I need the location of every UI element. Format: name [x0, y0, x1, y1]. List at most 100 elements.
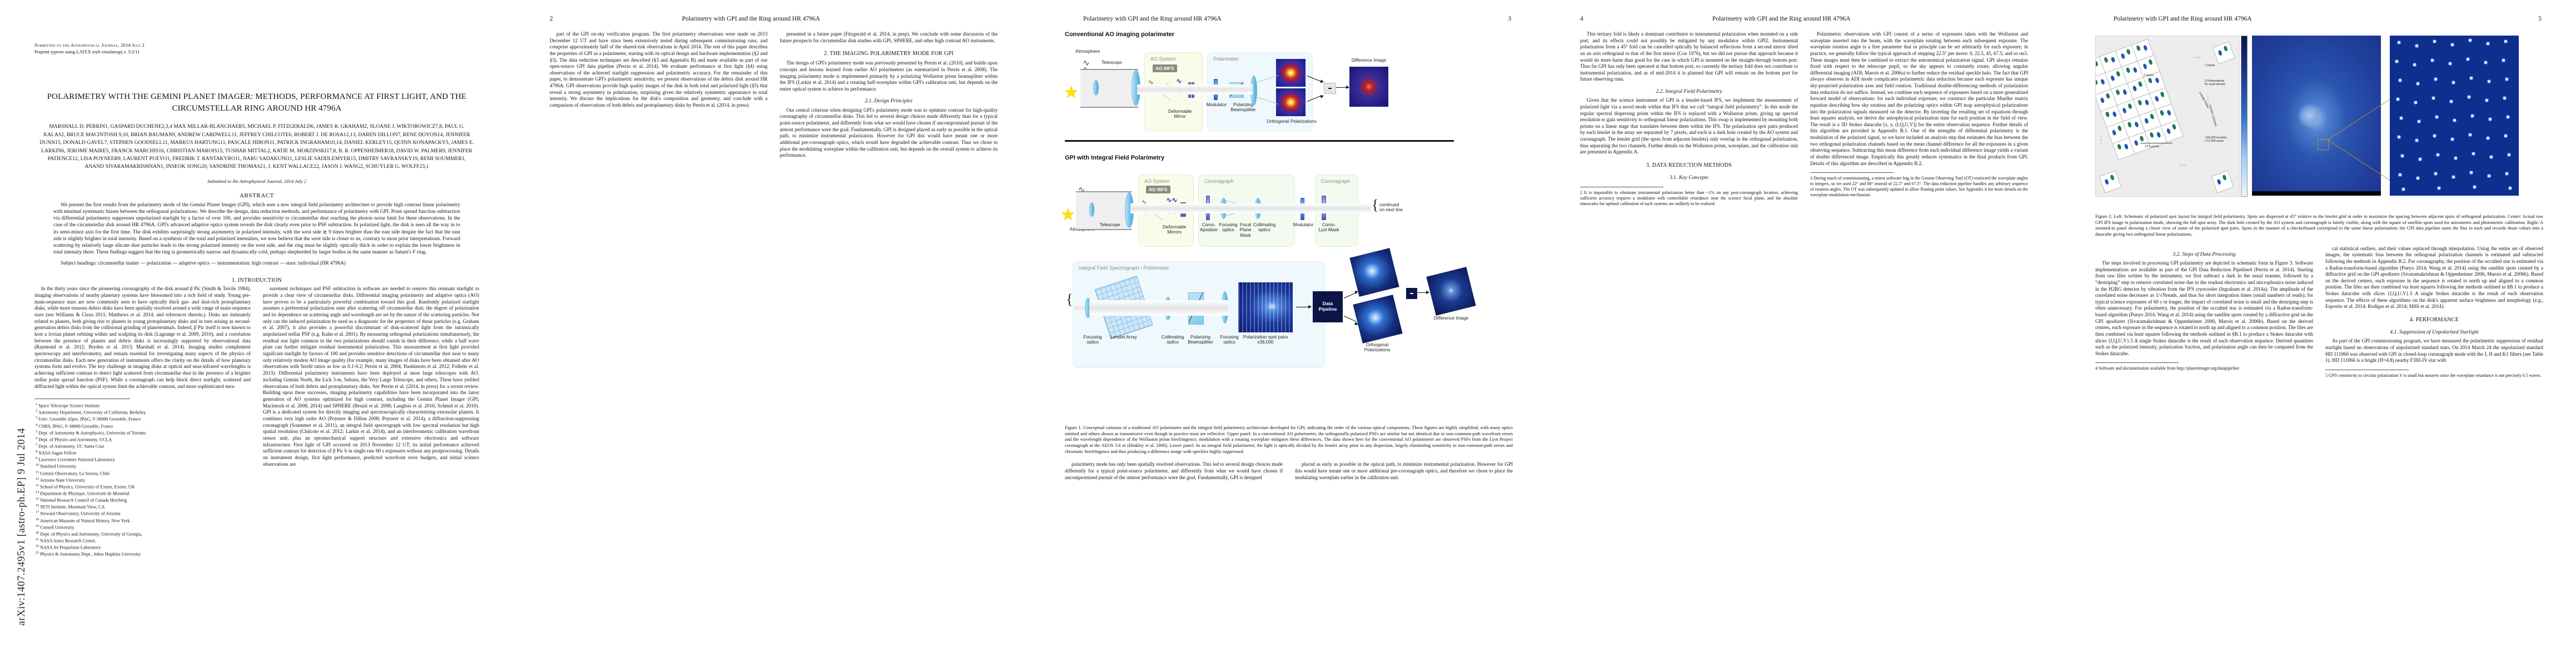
telescope-label-upper: Telescope [1101, 60, 1122, 65]
affiliation-16: 16 SETI Institute, Mountain View, CA [36, 504, 105, 510]
affiliation-17: 17 Steward Observatory, University of Ar… [36, 510, 121, 517]
page-5-number: 5 [2538, 16, 2542, 22]
focusing-optics-label-2: Focusing optics [1083, 335, 1102, 345]
page-2-number: 2 [550, 16, 553, 22]
figure-1-panel-2-title: GPI with Integral Field Polarimetry [1065, 155, 1165, 161]
page-2-running-head: Polarimetry with GPI and the Ring around… [682, 16, 820, 22]
modulator-label-upper: Modulator [1206, 102, 1227, 107]
affiliations-block: 1 Space Telescope Science Institute 2 As… [34, 399, 251, 558]
coronagraph-label-1: Coronagraph [1204, 178, 1234, 184]
arxiv-stamp-text: arXiv:1407.2495v1 [astro-ph.EP] 9 Jul 20… [16, 428, 27, 626]
page5-column-1: 3.2. Steps of Data Processing The steps … [2095, 246, 2313, 379]
preprint-line: Preprint typeset using LATEX style emula… [34, 49, 140, 54]
figure-2-left-schematic: 7 pixels 7 pixels 2 Polarizations for ea… [2095, 36, 2240, 197]
affiliation-9: 9 Lawrence Livermore National Laboratory [36, 456, 115, 463]
affiliation-5: 5 Dept. of Astronomy & Astrophysics, Uni… [36, 429, 146, 436]
page2-column-2: presented in a future paper (Fitzgerald … [780, 31, 998, 159]
section-4-1-body: As part of the GPI commissioning program… [2325, 338, 2543, 364]
section-2-heading: 2. THE IMAGING POLARIMETRY MODE FOR GPI [824, 51, 954, 57]
page3-col1-text: polarimetry mode has only been spatially… [1065, 461, 1283, 480]
page5-footnote-5-block: 5 GPI's sensitivity to circular polariza… [2325, 369, 2543, 379]
deformable-mirrors-label: Deformable Mirrors [1162, 225, 1187, 235]
affiliation-20: 20 Dept. of Physics and Astronomy, Unive… [36, 530, 142, 537]
section-1-heading: 1. INTRODUCTION [231, 277, 282, 284]
affiliation-12: 12 Arizona State University [36, 476, 86, 483]
section-3-2-body: The steps involved in processing GPI pol… [2095, 260, 2313, 356]
page1-column-1: In the thirty years since the pioneering… [34, 286, 251, 558]
page4-footnote-3-block: 3 During much of commissioning, a minor … [1810, 172, 2028, 198]
page5-column-2: cal statistical outliers, and their valu… [2325, 246, 2543, 379]
abstract-text: We present the first results from the po… [53, 202, 460, 256]
seven-pixels-label-b: 7 pixels [2144, 74, 2154, 77]
page-4: 4 Polarimetry with GPI and the Ring arou… [1546, 0, 2061, 667]
footnote-4-text: 4 Software and documentation available f… [2095, 366, 2240, 371]
collimating-optics-label-1: Collimating optics [1253, 222, 1276, 233]
page-2: 2 Polarimetry with GPI and the Ring arou… [515, 0, 1030, 667]
page2-column-1: part of the GPI on-sky verification prog… [550, 31, 768, 159]
page-5-running-head: Polarimetry with GPI and the Ring around… [2114, 16, 2252, 22]
panel-divider [1065, 140, 1454, 142]
author-list: MARSHALL D. PERRIN1, GASPARD DUCHENE2,3,… [39, 123, 474, 170]
affiliation-18: 18 American Museum of Natural History, N… [36, 517, 130, 524]
page-5-header: Polarimetry with GPI and the Ring around… [2061, 16, 2576, 24]
footnote-5-text: 5 GPI's sensitivity to circular polariza… [2325, 372, 2542, 378]
arxiv-stamp: arXiv:1407.2495v1 [astro-ph.EP] 9 Jul 20… [1, 72, 27, 626]
submitted-line: Submitted to the Astrophysical Journal, … [34, 42, 145, 48]
difference-image-label-upper: Difference Image [1351, 58, 1387, 63]
orthogonal-polarization-image-b [1276, 88, 1306, 116]
polarimeter-label: Polarimeter [1213, 56, 1239, 62]
ao-system-label-lower: AO System [1144, 178, 1170, 184]
page1-column-2: surement techniques and PSF subtraction … [263, 286, 479, 558]
footnote-rule-page5-left [2095, 362, 2179, 364]
ao-system-label-upper: AO System [1150, 56, 1176, 62]
orthogonal-polarization-image-a [1276, 59, 1306, 87]
collimating-optics-label-2: Collimating optics [1161, 335, 1184, 345]
telescope-barrel-upper [1080, 69, 1138, 108]
section-3-heading: 3. DATA REDUCTION METHODS [1646, 162, 1732, 168]
coron-apodizer-label: Coron. Apodizer [1199, 222, 1218, 233]
coron-lyot-mask-label: Coron. Lyot Mask [1318, 222, 1339, 233]
figure-2-graphic: 7 pixels 7 pixels 2 Polarizations for ea… [2095, 31, 2543, 209]
page3-col2-text: placed as early as possible in the optic… [1295, 461, 1513, 480]
section-2-1-heading: 2.1. Design Principles [865, 98, 913, 104]
page4-column-1: This tertiary fold is likely a dominant … [1580, 31, 1798, 207]
atmosphere-label-upper: Atmosphere [1075, 49, 1100, 54]
ao-wfs-badge-upper: AO WFS [1153, 64, 1177, 72]
affiliation-21: 21 NASA Ames Research Center, [36, 537, 96, 544]
figure-2-wrapper: 7 pixels 7 pixels 2 Polarizations for ea… [2095, 31, 2543, 379]
section-3-1-heading: 3.1. Key Concepts [1670, 175, 1708, 181]
figure-1-caption: Figure 1. Conceptual cartoons of a tradi… [1065, 425, 1513, 454]
affiliation-13: 13 School of Physics, University of Exet… [36, 483, 135, 490]
section-2-2-heading: 2.2. Integral Field Polarimetry [1656, 88, 1722, 94]
affiliation-4: 4 CNRS, IPAG, F-38000 Grenoble, France [36, 422, 113, 429]
page3-column-2: placed as early as possible in the optic… [1295, 461, 1513, 481]
affiliation-8: 8 NASA Sagan Fellow [36, 450, 77, 456]
lenslet-array-label: Lenslet Array [1110, 335, 1137, 340]
affiliation-11: 11 Gemini Observatory, La Serena, Chile [36, 470, 110, 476]
section-4-heading: 4. PERFORMANCE [2409, 316, 2459, 323]
affiliation-23: 23 Physics & Astronomy Dept., Johns Hopk… [36, 551, 141, 557]
affiliation-2: 2 Astronomy Department, University of Ca… [36, 409, 146, 416]
page-1: arXiv:1407.2495v1 [astro-ph.EP] 9 Jul 20… [0, 0, 515, 667]
submitted-center: Submitted to the Astrophysical Journal, … [207, 178, 307, 184]
star-icon-upper: ★ [1064, 83, 1079, 102]
polarizing-beamsplitter-label-upper: Polarizing Beamsplitter [1230, 102, 1256, 113]
section-2-2-body: Given that the science instrument of GPI… [1580, 97, 1798, 155]
section-2-1-body: Our central criterion when designing GPI… [780, 107, 998, 158]
page-2-header: 2 Polarimetry with GPI and the Ring arou… [515, 16, 1030, 24]
figure-2-center-raw-image [2252, 36, 2381, 196]
page4-col1-text: This tertiary fold is likely a dominant … [1580, 31, 1798, 82]
affiliation-10: 10 Stanford University [36, 463, 77, 470]
affiliation-1: 1 Space Telescope Science Institute [36, 402, 100, 409]
ao-wfs-badge-lower: AO WFS [1146, 186, 1170, 193]
affiliation-15: 15 National Research Council of Canada H… [36, 497, 127, 503]
page4-column-2: Polarimetric observations with GPI consi… [1810, 31, 2028, 207]
data-pipeline-box: Data Pipeline [1313, 291, 1343, 322]
affiliation-19: 19 Cornell University [36, 524, 74, 530]
orthogonal-polarization-ifs-b [1353, 295, 1403, 344]
abstract-heading: ABSTRACT [239, 192, 275, 199]
intro-col1-text: In the thirty years since the pioneering… [34, 286, 251, 389]
page-4-number: 4 [1580, 16, 1583, 22]
figure-2-caption: Figure 2. Left: Schematic of polarized s… [2095, 214, 2543, 237]
image-colorbar [2241, 36, 2248, 197]
